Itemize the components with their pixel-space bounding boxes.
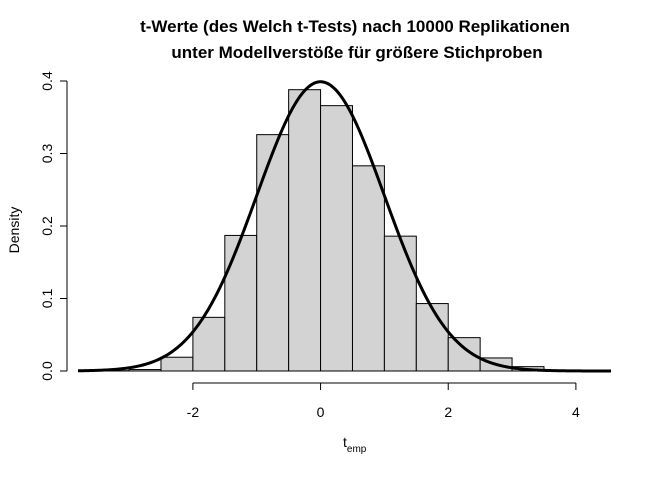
histogram-bar-2 bbox=[128, 369, 162, 372]
y-axis: 0.0 0.1 0.2 0.3 0.4 bbox=[39, 71, 68, 381]
y-tick-label: 0.3 bbox=[39, 144, 55, 164]
histogram-bars bbox=[96, 89, 577, 372]
density-curve-group bbox=[77, 80, 611, 373]
histogram-bar-6 bbox=[256, 134, 290, 372]
y-axis-label: Density bbox=[6, 207, 22, 254]
histogram-bar-8 bbox=[320, 105, 353, 372]
x-tick-label: 0 bbox=[317, 404, 325, 420]
histogram-bar-10 bbox=[383, 235, 417, 372]
x-axis-label: temp bbox=[343, 434, 367, 455]
x-axis-label-main: t bbox=[343, 434, 347, 450]
y-tick-label: 0.0 bbox=[39, 361, 55, 381]
y-tick-label: 0.4 bbox=[39, 71, 55, 91]
x-tick-label: -2 bbox=[187, 404, 200, 420]
x-axis-label-subscript: emp bbox=[347, 444, 367, 455]
histogram-bar-9 bbox=[351, 165, 385, 372]
x-tick-label: 2 bbox=[444, 404, 452, 420]
histogram-bar-5 bbox=[224, 234, 258, 372]
normal-density-curve bbox=[77, 80, 611, 373]
y-tick-label: 0.2 bbox=[39, 216, 55, 236]
chart-title-line1: t-Werte (des Welch t-Tests) nach 10000 R… bbox=[140, 17, 570, 36]
chart-title-line2: unter Modellverstöße für größere Stichpr… bbox=[171, 43, 542, 62]
x-tick-label: 4 bbox=[572, 404, 580, 420]
x-axis: -2 0 2 4 bbox=[187, 382, 580, 420]
histogram-bar-3 bbox=[160, 356, 194, 372]
histogram-bar-11 bbox=[415, 303, 449, 372]
histogram-bar-7 bbox=[288, 89, 322, 372]
y-tick-label: 0.1 bbox=[39, 289, 55, 309]
